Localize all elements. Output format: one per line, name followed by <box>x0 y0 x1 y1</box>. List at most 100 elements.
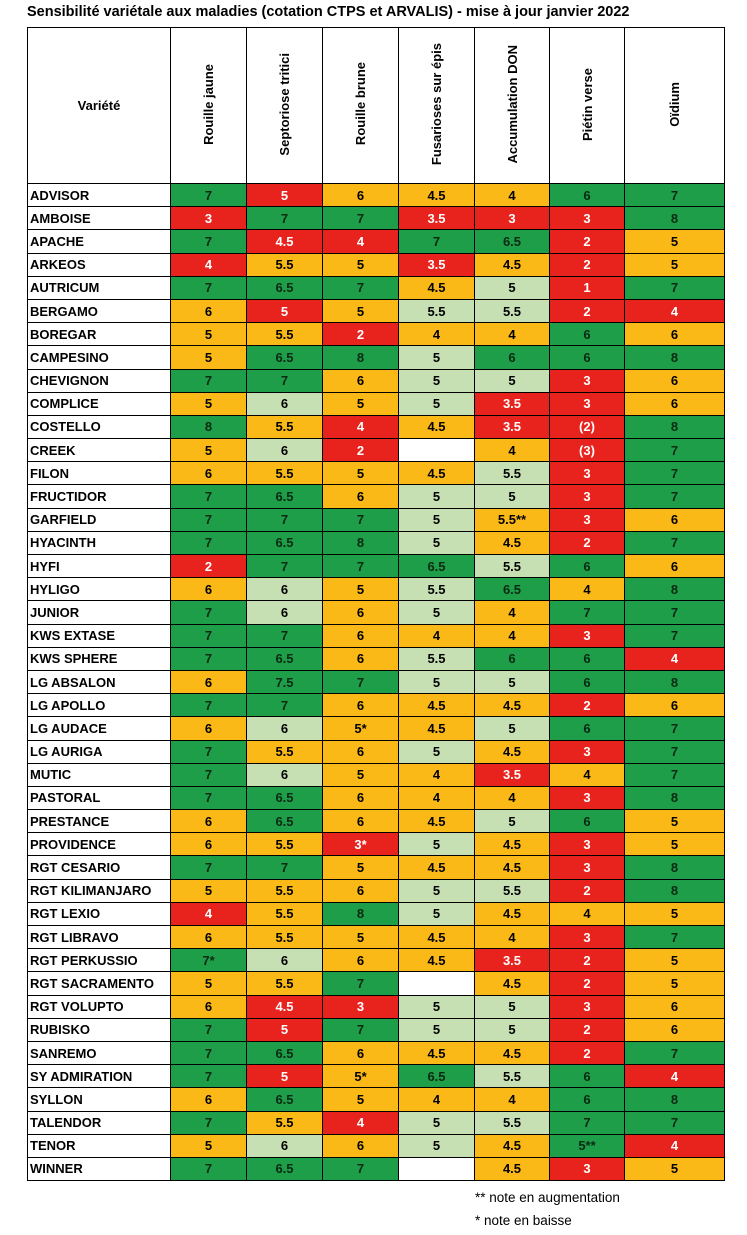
rating-cell: 8 <box>322 901 399 927</box>
header-text: Rouille brune <box>353 62 368 146</box>
rating-cell: 3 <box>549 832 625 857</box>
rating-cell: 5 <box>398 1110 475 1135</box>
rating-cell: 5 <box>398 994 475 1019</box>
rating-cell: 7 <box>170 1064 247 1089</box>
rating-cell: 6 <box>624 507 725 532</box>
rating-cell: 5 <box>474 994 550 1019</box>
rating-cell: 6 <box>246 577 323 602</box>
rating-cell: 6 <box>549 345 625 370</box>
rating-cell: 4 <box>322 1110 399 1135</box>
header-text: Accumulation DON <box>504 44 520 164</box>
rating-cell: 5.5 <box>474 298 550 324</box>
rating-cell: 6 <box>549 1064 625 1089</box>
rating-cell: 6.5 <box>474 229 550 254</box>
rating-cell: 7 <box>246 553 323 579</box>
data-row: SY ADMIRATION 7 5 5* 6.5 5.5 6 4 <box>27 1064 725 1089</box>
rating-cell: 6.5 <box>246 1040 323 1066</box>
rating-cell: 3 <box>549 461 625 486</box>
rating-cell: 3 <box>170 206 247 231</box>
rating-cell: 4 <box>474 600 550 625</box>
rating-cell: 7 <box>246 507 323 532</box>
rating-cell: 2 <box>549 971 625 996</box>
rating-cell: 5 <box>246 298 323 324</box>
variety-name: RGT LEXIO <box>27 901 171 927</box>
rating-cell: 7.5 <box>246 669 323 695</box>
rating-cell: 6 <box>170 461 247 486</box>
rating-cell: 6 <box>170 716 247 741</box>
variety-name: ARKEOS <box>27 252 171 277</box>
variety-name: GARFIELD <box>27 507 171 532</box>
data-row: ARKEOS 4 5.5 5 3.5 4.5 2 5 <box>27 252 725 277</box>
rating-cell: 8 <box>624 878 725 903</box>
rating-cell: 6 <box>549 646 625 671</box>
variety-name: RGT SACRAMENTO <box>27 971 171 996</box>
rating-cell: 5 <box>322 762 399 787</box>
variety-name: LG APOLLO <box>27 693 171 718</box>
rating-cell: 3.5 <box>474 762 550 787</box>
variety-name: AUTRICUM <box>27 275 171 300</box>
rating-cell: 7 <box>170 600 247 625</box>
variety-name: LG AUDACE <box>27 716 171 741</box>
header-text: Variété <box>77 98 121 113</box>
rating-cell: 5.5 <box>246 924 323 950</box>
variety-name: RGT VOLUPTO <box>27 994 171 1019</box>
rating-cell: 7 <box>170 530 247 556</box>
rating-cell: 5.5 <box>474 1110 550 1135</box>
rating-cell: 3 <box>549 391 625 416</box>
rating-cell: 5 <box>624 1156 725 1182</box>
rating-cell: 4.5 <box>246 229 323 254</box>
data-row: RGT KILIMANJARO 5 5.5 6 5 5.5 2 8 <box>27 878 725 903</box>
rating-cell: 4.5 <box>474 1156 550 1182</box>
rating-cell: 5 <box>474 368 550 393</box>
rating-cell: (2) <box>549 414 625 440</box>
rating-cell: 3 <box>549 785 625 811</box>
header-text: Piétin verse <box>579 67 595 141</box>
variety-name: WINNER <box>27 1156 171 1182</box>
variety-name: RGT PERKUSSIO <box>27 948 171 973</box>
rating-cell: 7 <box>322 669 399 695</box>
rating-cell: 7 <box>624 438 725 463</box>
rating-cell: 3.5 <box>474 414 550 440</box>
data-row: RGT LEXIO 4 5.5 8 5 4.5 4 5 <box>27 901 725 927</box>
rating-cell: 6 <box>624 391 725 416</box>
rating-cell: 3* <box>322 832 399 857</box>
rating-cell: 5 <box>624 229 725 254</box>
rating-cell: 4 <box>549 762 625 787</box>
variety-name: COSTELLO <box>27 414 171 440</box>
rating-cell: 4 <box>549 901 625 927</box>
rating-cell: 4.5 <box>474 971 550 996</box>
rating-cell: 4.5 <box>474 1040 550 1066</box>
rating-cell: 5.5 <box>246 461 323 486</box>
header-text: Fusarioses sur épis <box>429 42 444 166</box>
rating-cell: 5.5 <box>398 577 475 602</box>
rating-cell: 7 <box>398 229 475 254</box>
rating-cell: 5 <box>398 901 475 927</box>
data-row: MUTIC 7 6 5 4 3.5 4 7 <box>27 762 725 787</box>
data-row: LG ABSALON 6 7.5 7 5 5 6 8 <box>27 669 725 695</box>
rating-cell: 5 <box>398 507 475 532</box>
rating-cell: 7 <box>170 484 247 509</box>
rating-cell: 6 <box>322 739 399 764</box>
data-row: GARFIELD 7 7 7 5 5.5** 3 6 <box>27 507 725 532</box>
rating-cell: 6 <box>322 1040 399 1066</box>
rating-cell: 5 <box>398 484 475 509</box>
rating-cell: 5 <box>322 461 399 486</box>
variety-name: ADVISOR <box>27 182 171 208</box>
variety-name: KWS SPHERE <box>27 646 171 671</box>
rating-cell: 4 <box>474 322 550 347</box>
data-row: KWS EXTASE 7 7 6 4 4 3 7 <box>27 623 725 648</box>
rating-cell: 6 <box>474 345 550 370</box>
rating-cell: 8 <box>624 414 725 440</box>
variety-name: MUTIC <box>27 762 171 787</box>
rating-cell: 5 <box>624 901 725 927</box>
data-row: SANREMO 7 6.5 6 4.5 4.5 2 7 <box>27 1040 725 1066</box>
rating-cell: 4.5 <box>398 924 475 950</box>
column-header: Septoriose tritici <box>246 27 323 184</box>
rating-cell: 6.5 <box>246 646 323 671</box>
rating-cell: 5 <box>246 1017 323 1042</box>
rating-cell: 7 <box>624 182 725 208</box>
rating-cell: 2 <box>549 298 625 324</box>
rating-cell: 3 <box>549 484 625 509</box>
variety-name: CHEVIGNON <box>27 368 171 393</box>
rating-cell: 7 <box>322 275 399 300</box>
